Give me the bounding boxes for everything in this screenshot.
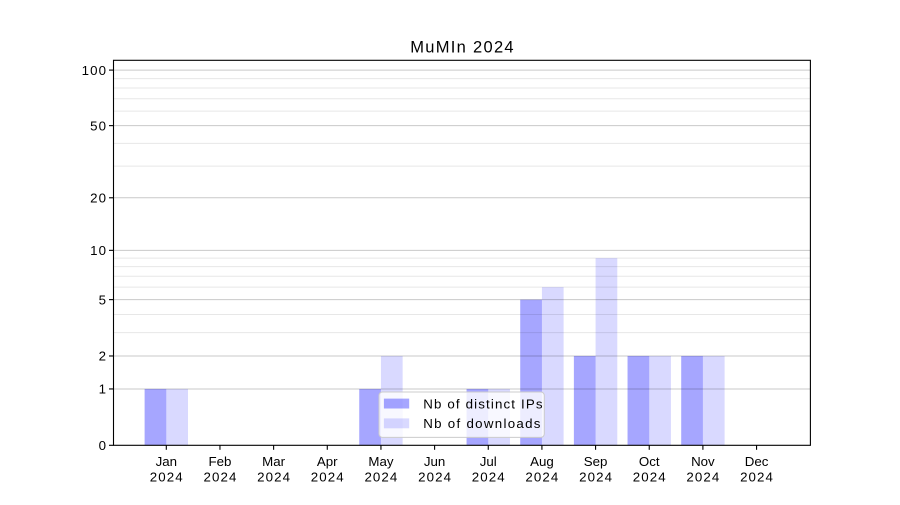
svg-text:Sep: Sep: [584, 454, 608, 469]
svg-text:2024: 2024: [472, 470, 506, 485]
svg-text:Dec: Dec: [745, 454, 769, 469]
svg-text:2024: 2024: [257, 470, 291, 485]
svg-text:2024: 2024: [633, 470, 667, 485]
svg-text:20: 20: [90, 190, 107, 205]
svg-text:Nb of downloads: Nb of downloads: [423, 416, 542, 431]
svg-text:Nb of distinct IPs: Nb of distinct IPs: [423, 396, 543, 411]
svg-text:Mar: Mar: [262, 454, 285, 469]
svg-text:2024: 2024: [418, 470, 452, 485]
svg-text:0: 0: [99, 438, 108, 453]
svg-text:Nov: Nov: [691, 454, 715, 469]
svg-text:MuMIn 2024: MuMIn 2024: [410, 38, 515, 56]
svg-text:Aug: Aug: [530, 454, 554, 469]
svg-text:2: 2: [99, 349, 108, 364]
svg-text:2024: 2024: [203, 470, 237, 485]
svg-text:50: 50: [90, 118, 107, 133]
svg-text:Apr: Apr: [317, 454, 338, 469]
svg-text:2024: 2024: [579, 470, 613, 485]
svg-text:1: 1: [99, 382, 108, 397]
svg-text:2024: 2024: [364, 470, 398, 485]
svg-text:2024: 2024: [150, 470, 184, 485]
svg-text:2024: 2024: [311, 470, 345, 485]
svg-text:Feb: Feb: [208, 454, 231, 469]
svg-text:Jun: Jun: [424, 454, 445, 469]
svg-text:Oct: Oct: [639, 454, 660, 469]
svg-text:5: 5: [99, 292, 108, 307]
svg-text:2024: 2024: [525, 470, 559, 485]
svg-text:10: 10: [90, 243, 107, 258]
svg-text:Jan: Jan: [156, 454, 177, 469]
svg-text:Jul: Jul: [480, 454, 497, 469]
svg-text:2024: 2024: [686, 470, 720, 485]
svg-text:2024: 2024: [740, 470, 774, 485]
svg-text:100: 100: [82, 63, 108, 78]
svg-text:May: May: [368, 454, 393, 469]
